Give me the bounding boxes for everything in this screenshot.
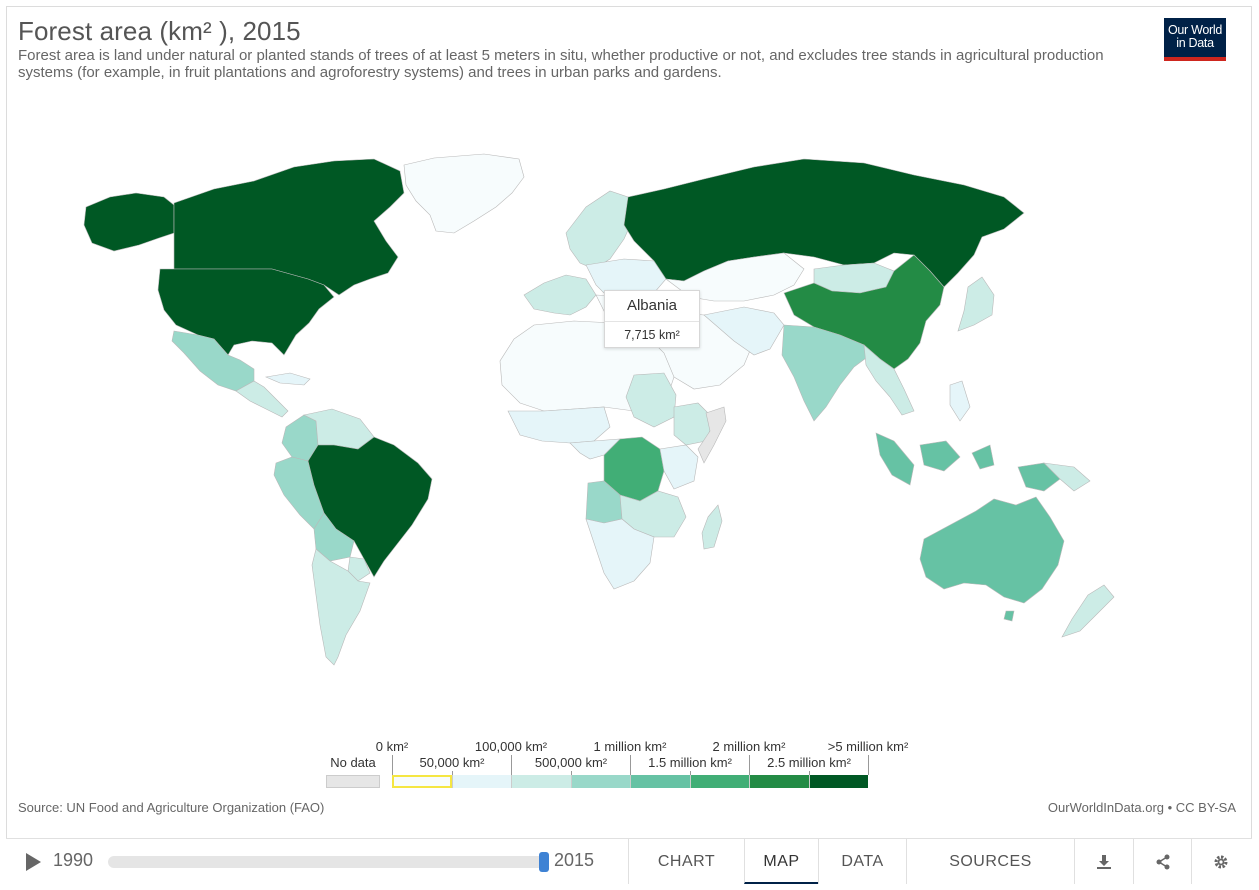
legend-tick-label: >5 million km² (827, 739, 909, 754)
tooltip-divider (605, 321, 699, 322)
legend-tick-mark (451, 771, 453, 775)
chart-subtitle: Forest area is land under natural or pla… (18, 47, 1104, 81)
timeline-track[interactable] (108, 856, 544, 868)
region-alaska[interactable] (83, 192, 175, 252)
world-map[interactable] (14, 145, 1234, 735)
region-sudan[interactable] (625, 372, 677, 428)
settings-button[interactable] (1191, 839, 1249, 884)
share-icon (1156, 854, 1169, 869)
play-icon[interactable] (26, 853, 41, 871)
owid-logo[interactable]: Our World in Data (1164, 18, 1226, 61)
legend-tick-label: 0 km² (375, 739, 409, 754)
region-japan[interactable] (957, 276, 995, 332)
source-note[interactable]: Source: UN Food and Agriculture Organiza… (18, 800, 325, 815)
legend-tick-mark (749, 755, 750, 775)
region-philippines[interactable] (949, 380, 971, 422)
legend-no-data-label: No data (330, 755, 376, 770)
timeline-end-year: 2015 (554, 850, 595, 870)
region-papua-new-guinea[interactable] (1043, 462, 1091, 492)
region-iran[interactable] (703, 306, 785, 356)
legend-tick-mark (392, 755, 393, 775)
legend-bin-swatch[interactable] (392, 775, 452, 788)
region-new-zealand[interactable] (1061, 584, 1115, 638)
region-argentina[interactable] (311, 548, 371, 666)
credit-note[interactable]: OurWorldInData.org • CC BY-SA (1047, 800, 1236, 815)
tooltip-country: Albania (626, 297, 678, 314)
region-somalia[interactable] (697, 406, 727, 464)
tab-data[interactable]: DATA (818, 839, 906, 884)
logo-red-bar (1164, 57, 1226, 61)
legend-tick-label: 2 million km² (712, 739, 786, 754)
map-tooltip: Albania 7,715 km² (604, 290, 700, 348)
region-paraguay[interactable] (347, 556, 371, 582)
region-united-states[interactable] (157, 268, 335, 356)
region-western-europe[interactable] (523, 274, 597, 316)
legend-bin-swatch[interactable] (570, 775, 630, 788)
controls-bar: 1990 2015 CHART MAP DATA SOURCES (6, 838, 1252, 884)
legend-tick-mark (570, 771, 572, 775)
legend-tick-mark (689, 771, 691, 775)
timeline-handle[interactable] (539, 852, 549, 872)
legend-tick-mark (511, 755, 512, 775)
region-southern-africa[interactable] (585, 518, 655, 590)
region-kazakhstan[interactable] (664, 252, 805, 302)
logo-line-1: Our World (1167, 23, 1223, 37)
logo-line-2: in Data (1176, 36, 1214, 50)
legend-bin-swatch[interactable] (451, 775, 511, 788)
legend-tick-label: 2.5 million km² (767, 755, 851, 770)
map-legend: No data 0 km² 100,000 km² 1 million km² … (0, 735, 1259, 795)
legend-tick-mark (808, 771, 810, 775)
share-button[interactable] (1133, 839, 1191, 884)
legend-tick-label: 1.5 million km² (648, 755, 732, 770)
legend-tick-label: 50,000 km² (419, 755, 485, 770)
region-central-africa[interactable] (569, 438, 621, 460)
chart-title: Forest area (km² ), 2015 (18, 16, 301, 46)
region-indonesia[interactable] (875, 432, 1061, 492)
legend-bin-swatch[interactable] (689, 775, 749, 788)
legend-tick-mark (868, 755, 869, 775)
region-india[interactable] (781, 324, 871, 422)
tooltip-value: 7,715 km² (624, 328, 680, 342)
legend-no-data-swatch[interactable] (326, 775, 380, 788)
legend-bin-swatch[interactable] (511, 775, 571, 788)
legend-bin-swatch[interactable] (749, 775, 809, 788)
region-greenland[interactable] (403, 153, 525, 234)
region-scandinavia[interactable] (565, 190, 635, 270)
settings-icon (1214, 855, 1227, 868)
region-tasmania[interactable] (1003, 610, 1015, 622)
tab-chart[interactable]: CHART (628, 839, 744, 884)
region-caribbean[interactable] (264, 372, 311, 386)
download-icon (1096, 854, 1111, 869)
download-button[interactable] (1074, 839, 1132, 884)
region-madagascar[interactable] (701, 504, 723, 550)
region-west-africa[interactable] (507, 406, 611, 444)
timeline-start-year: 1990 (53, 850, 94, 870)
legend-tick-mark (630, 755, 631, 775)
region-east-africa[interactable] (659, 444, 699, 490)
tab-map[interactable]: MAP (744, 839, 818, 884)
legend-tick-label: 500,000 km² (534, 755, 608, 770)
region-australia[interactable] (919, 496, 1065, 604)
legend-tick-label: 1 million km² (593, 739, 667, 754)
region-central-america[interactable] (235, 380, 289, 418)
tab-sources[interactable]: SOURCES (906, 839, 1074, 884)
legend-bin-swatch[interactable] (630, 775, 690, 788)
region-southeast-asia[interactable] (863, 344, 915, 416)
legend-tick-label: 100,000 km² (474, 739, 548, 754)
legend-bin-swatch[interactable] (808, 775, 868, 788)
